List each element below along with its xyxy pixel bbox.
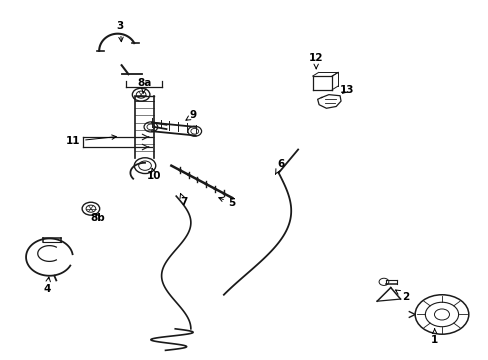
Text: 10: 10 [147, 168, 161, 181]
Text: 2: 2 [395, 290, 408, 302]
Text: 5: 5 [218, 197, 235, 208]
Text: 8a: 8a [137, 78, 151, 94]
Text: 11: 11 [65, 135, 116, 146]
Text: 13: 13 [339, 85, 353, 95]
Text: 6: 6 [275, 159, 284, 174]
Text: 3: 3 [116, 21, 123, 42]
Text: 8b: 8b [91, 213, 105, 222]
Text: 9: 9 [185, 111, 197, 121]
Text: 1: 1 [430, 329, 437, 345]
Text: 4: 4 [43, 277, 51, 294]
Text: 12: 12 [308, 53, 323, 69]
Text: 7: 7 [180, 193, 187, 207]
